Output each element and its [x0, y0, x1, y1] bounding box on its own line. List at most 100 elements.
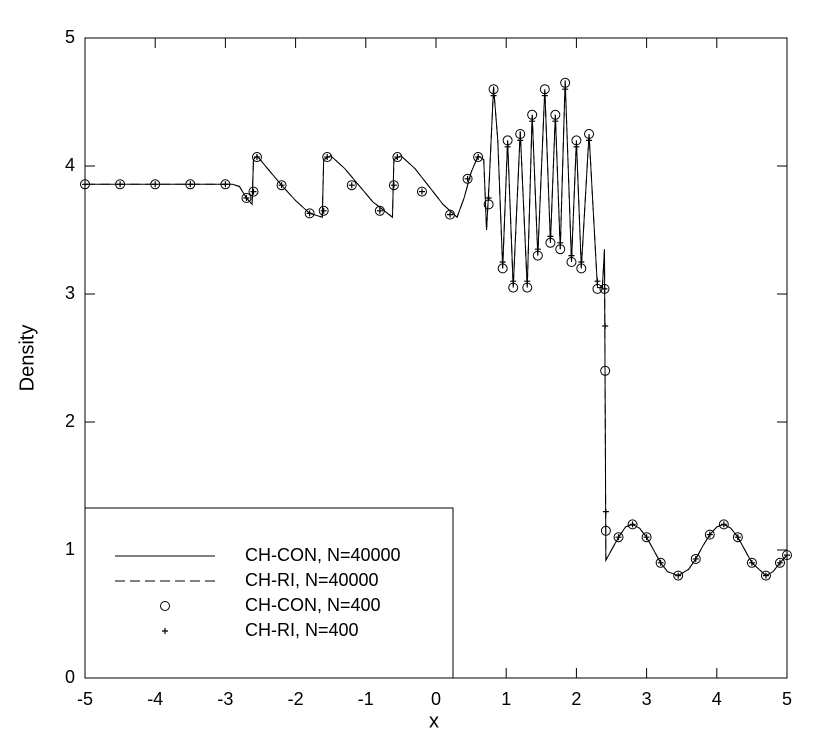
- marker-plus: [222, 181, 229, 188]
- marker-circle: [304, 208, 315, 219]
- marker-circle: [613, 532, 624, 543]
- marker-plus: [162, 628, 168, 634]
- legend: CH-CON, N=40000 CH-RI, N=40000 CH-CON, N=4…: [84, 507, 454, 679]
- marker-circle: [746, 557, 757, 568]
- marker-circle: [782, 550, 792, 561]
- x-tick-label: -1: [358, 689, 374, 709]
- marker-plus: [250, 188, 257, 195]
- marker-plus: [278, 182, 285, 189]
- marker-circle: [318, 205, 329, 216]
- marker-plus: [586, 137, 593, 144]
- legend-box: [84, 507, 454, 679]
- marker-plus: [578, 259, 585, 265]
- marker-plus: [534, 246, 541, 253]
- marker-plus: [510, 278, 517, 285]
- marker-plus: [776, 559, 783, 566]
- marker-plus: [390, 182, 397, 189]
- marker-plus: [602, 508, 609, 515]
- marker-plus: [376, 207, 383, 214]
- data-line: [85, 80, 788, 577]
- marker-plus: [557, 239, 564, 246]
- marker-circle: [322, 152, 333, 163]
- marker-circle: [374, 205, 385, 216]
- legend-label: CH-RI, N=40000: [245, 570, 379, 590]
- legend-label: CH-CON, N=400: [245, 595, 381, 615]
- marker-plus: [447, 211, 454, 218]
- marker-plus: [524, 278, 531, 285]
- x-tick-label: 3: [642, 689, 652, 709]
- marker-plus: [517, 137, 524, 144]
- marker-plus: [762, 572, 769, 579]
- marker-circle: [718, 519, 729, 530]
- marker-plus: [529, 118, 536, 125]
- marker-plus: [547, 233, 554, 240]
- marker-plus: [615, 534, 622, 541]
- data-line: [85, 80, 788, 577]
- marker-plus: [324, 154, 331, 161]
- marker-plus: [464, 175, 471, 182]
- marker-plus: [573, 143, 580, 150]
- marker-circle: [185, 179, 196, 190]
- marker-circle: [346, 180, 357, 191]
- marker-circle: [276, 180, 287, 191]
- legend-label: CH-RI, N=400: [245, 620, 359, 640]
- marker-plus: [706, 531, 713, 538]
- marker-plus: [187, 181, 194, 188]
- marker-circle: [599, 283, 610, 294]
- marker-plus: [601, 285, 608, 292]
- marker-plus: [117, 181, 124, 188]
- marker-circle: [150, 179, 161, 190]
- y-tick-label: 5: [65, 27, 75, 47]
- marker-circle: [388, 180, 399, 191]
- marker-plus: [152, 181, 159, 188]
- marker-circle: [673, 570, 684, 581]
- x-tick-label: 0: [431, 689, 441, 709]
- x-tick-label: -3: [217, 689, 233, 709]
- marker-plus: [490, 92, 497, 99]
- y-tick-label: 1: [65, 539, 75, 559]
- marker-plus: [253, 154, 260, 161]
- marker-circle: [251, 152, 262, 163]
- marker-plus: [720, 521, 727, 528]
- marker-circle: [392, 152, 403, 163]
- marker-plus: [562, 86, 569, 93]
- marker-circle: [160, 601, 170, 611]
- y-tick-label: 2: [65, 411, 75, 431]
- marker-plus: [541, 92, 548, 99]
- marker-circle: [690, 553, 701, 564]
- marker-circle: [641, 532, 652, 543]
- marker-circle: [445, 209, 456, 220]
- x-tick-label: -4: [147, 689, 163, 709]
- marker-plus: [784, 552, 790, 559]
- marker-plus: [485, 195, 492, 201]
- marker-circle: [80, 179, 90, 190]
- marker-plus: [552, 118, 559, 125]
- marker-plus: [748, 559, 755, 566]
- marker-circle: [760, 570, 771, 581]
- marker-circle: [241, 193, 252, 203]
- marker-circle: [627, 519, 638, 530]
- marker-plus: [418, 188, 425, 195]
- y-tick-label: 4: [65, 155, 75, 175]
- marker-plus: [348, 182, 355, 189]
- marker-circle: [473, 152, 484, 163]
- marker-plus: [643, 534, 650, 541]
- marker-plus: [306, 210, 313, 217]
- y-axis-label: Density: [16, 325, 38, 392]
- marker-plus: [243, 195, 250, 201]
- marker-plus: [675, 572, 682, 579]
- legend-label: CH-CON, N=40000: [245, 545, 401, 565]
- x-tick-label: 2: [571, 689, 581, 709]
- marker-circle: [600, 365, 611, 376]
- x-tick-label: 1: [501, 689, 511, 709]
- marker-plus: [568, 252, 575, 259]
- y-tick-label: 3: [65, 283, 75, 303]
- marker-circle: [416, 186, 427, 197]
- x-tick-label: 5: [782, 689, 792, 709]
- marker-circle: [462, 173, 473, 184]
- marker-plus: [504, 143, 511, 150]
- y-tick-label: 0: [65, 667, 75, 687]
- marker-circle: [774, 557, 785, 568]
- marker-plus: [602, 323, 609, 329]
